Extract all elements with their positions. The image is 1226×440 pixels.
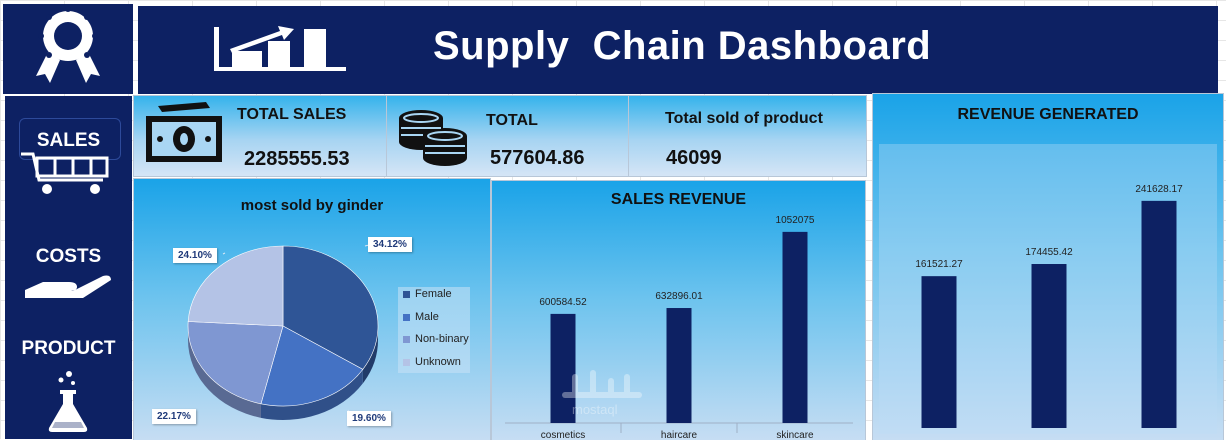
sidebar-item-costs[interactable]: COSTS — [35, 246, 102, 267]
legend-label: Male — [415, 311, 439, 323]
pie-data-label: 22.17% — [152, 409, 196, 424]
pie-leader-line — [222, 252, 226, 255]
chart-title: SALES REVENUE — [610, 191, 747, 208]
bar-data-label: 174455.42 — [1025, 247, 1073, 258]
legend-item: Non-binary — [403, 332, 469, 346]
logo-box — [3, 4, 133, 94]
award-ribbon-icon — [36, 6, 100, 83]
bar-data-label: 241628.17 — [1135, 184, 1183, 195]
x-tick-label: cosmetics — [541, 430, 585, 439]
legend-swatch — [403, 358, 410, 366]
chart-title: most sold by ginder — [240, 197, 384, 214]
legend-swatch — [403, 313, 410, 321]
coins-icon — [399, 110, 467, 166]
legend-item: Male — [403, 310, 439, 324]
watermark-logo: mostaql — [562, 370, 642, 417]
kpi-total-value: 577604.86 — [490, 147, 585, 169]
sidebar: SALES COSTS PRODUCT — [5, 96, 132, 439]
legend-label: Female — [415, 288, 452, 300]
cash-icon — [146, 102, 222, 162]
kpi-total-sales-label: TOTAL SALES — [237, 106, 347, 123]
shopping-cart-icon[interactable] — [19, 150, 111, 196]
page-title: Supply Chain Dashboard — [433, 24, 932, 68]
sidebar-item-sales[interactable]: SALES — [36, 130, 101, 151]
watermark-text: mostaql — [572, 402, 618, 417]
sidebar-item-product[interactable]: PRODUCT — [21, 338, 116, 359]
bar-data-label: 600584.52 — [539, 297, 587, 308]
legend-item: Female — [403, 287, 452, 301]
pie-slice — [187, 321, 284, 405]
x-tick-label: skincare — [776, 430, 814, 439]
pie-slice — [187, 245, 284, 327]
pie-slice — [282, 245, 379, 370]
bar-data-label: 1052075 — [776, 215, 815, 226]
pie-slice-side — [188, 326, 261, 418]
pie-data-label: 34.12% — [368, 237, 412, 252]
pie-data-label: 19.60% — [347, 411, 391, 426]
bar-data-label: 632896.01 — [655, 291, 703, 302]
pie-legend: Female Male Non-binary Unknown — [398, 287, 470, 373]
pie-slice — [260, 325, 364, 407]
legend-label: Unknown — [415, 356, 461, 368]
kpi-total-label: TOTAL — [486, 112, 538, 129]
kpi-total-sold-card: Total sold of product 46099 — [628, 95, 867, 177]
kpi-total-sold-label: Total sold of product — [665, 110, 823, 127]
legend-label: Non-binary — [415, 333, 469, 345]
x-tick-label: haircare — [661, 430, 698, 439]
pie-data-label: 24.10% — [173, 248, 217, 263]
legend-swatch — [403, 335, 410, 343]
bar — [550, 313, 576, 423]
bar — [782, 231, 808, 423]
legend-item: Unknown — [403, 355, 461, 369]
legend-swatch — [403, 290, 410, 298]
hand-icon[interactable] — [23, 272, 115, 302]
chart-growth-icon — [214, 26, 346, 71]
bar — [1031, 264, 1067, 428]
sales-revenue-chart: 600584.52 cosmetics 632896.01 haircare 10520… — [505, 215, 853, 439]
chart-title: REVENUE GENERATED — [957, 106, 1139, 123]
gender-pie-chart — [177, 243, 379, 420]
kpi-total-sales-card: TOTAL SALES 2285555.53 — [133, 95, 388, 177]
header-banner: Supply Chain Dashboard — [138, 6, 1218, 94]
revenue-generated-chart: 161521.27 174455.42 241628.17 — [915, 184, 1183, 428]
kpi-total-sales-value: 2285555.53 — [244, 148, 350, 170]
flask-icon[interactable] — [45, 368, 91, 434]
bar-data-label: 161521.27 — [915, 259, 963, 270]
bar — [1141, 200, 1177, 428]
pie-slice-side — [260, 369, 363, 420]
pie-slice-side — [362, 326, 378, 384]
kpi-total-sold-value: 46099 — [666, 147, 722, 169]
bar — [921, 276, 957, 428]
bar — [666, 308, 692, 423]
kpi-total-card: TOTAL 577604.86 — [386, 95, 630, 177]
